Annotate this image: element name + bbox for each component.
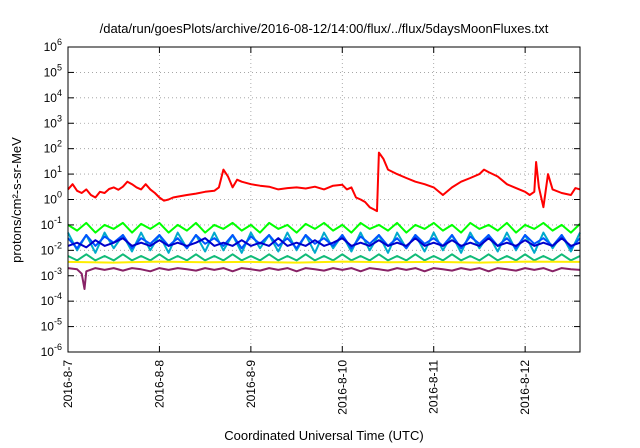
series-line: [67, 151, 581, 213]
series-line: [67, 237, 581, 249]
y-tick-label: 10-6: [41, 342, 62, 359]
y-tick-label: 10-2: [41, 240, 62, 257]
series-line: [67, 231, 581, 254]
x-axis-label: Coordinated Universal Time (UTC): [224, 428, 423, 443]
y-tick-label: 101: [44, 164, 62, 181]
y-tick-label: 10-3: [41, 266, 62, 283]
y-tick-labels: 10-6 10-5 10-4 10-3 10-2 10-1 100 101 102 103 104 1…: [41, 37, 62, 359]
y-tick-label: 10-4: [41, 291, 62, 308]
y-tick-label: 104: [44, 88, 62, 105]
x-tick-label: 2016-8-11: [427, 360, 441, 414]
series-lines: [67, 151, 581, 290]
series-line: [67, 221, 581, 234]
y-tick-label: 10-5: [41, 317, 62, 334]
x-tick-label: 2016-8-9: [244, 360, 258, 408]
series-line: [67, 260, 581, 264]
x-tick-label: 2016-8-7: [61, 360, 75, 408]
y-tick-label: 105: [44, 62, 62, 79]
y-axis-label: protons/cm²-s-sr-MeV: [9, 137, 24, 263]
grid-lines: [68, 47, 580, 352]
series-line: [67, 267, 581, 290]
x-tick-label: 2016-8-12: [518, 360, 532, 415]
x-tick-label: 2016-8-8: [152, 360, 166, 408]
y-tick-label: 103: [44, 113, 62, 130]
y-tick-label: 10-1: [41, 215, 62, 232]
axis-ticks: [67, 46, 580, 353]
x-tick-label: 2016-8-10: [335, 360, 349, 415]
y-tick-label: 100: [44, 190, 62, 207]
series-line: [67, 253, 581, 262]
y-tick-label: 102: [44, 139, 62, 156]
chart-title: /data/run/goesPlots/archive/2016-08-12/1…: [100, 21, 549, 36]
y-tick-label: 106: [44, 37, 62, 54]
x-tick-labels: 2016-8-7 2016-8-8 2016-8-9 2016-8-10 2016-8-…: [61, 360, 532, 415]
